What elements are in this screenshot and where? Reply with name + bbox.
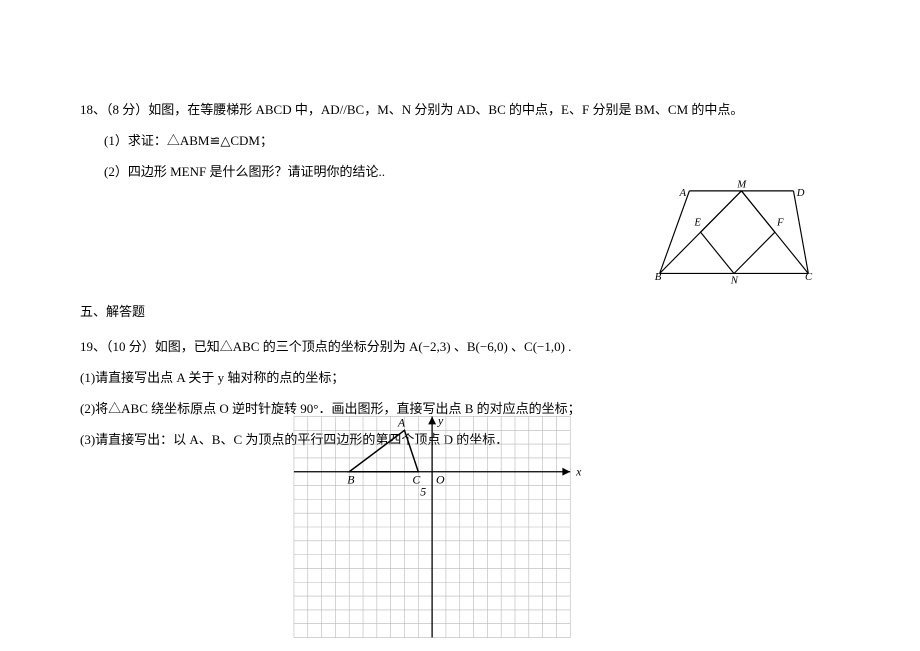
svg-text:C: C — [412, 473, 420, 487]
page-content: 18、（8 分）如图，在等腰梯形 ABCD 中，AD//BC，M、N 分别为 A… — [80, 100, 850, 460]
svg-text:F: F — [776, 217, 784, 229]
svg-text:A: A — [678, 187, 686, 199]
q19-intro: 19、（10 分）如图，已知△ABC 的三个顶点的坐标分别为 A(−2,3) 、… — [80, 337, 850, 358]
coordinate-grid-svg: y x O A B C5 — [290, 410, 590, 644]
svg-text:E: E — [693, 217, 701, 229]
section-5-title: 五、解答题 — [80, 302, 850, 323]
q18-part1: (1）求证：△ABM≌△CDM； — [80, 131, 850, 152]
svg-text:B: B — [347, 473, 354, 487]
svg-text:O: O — [436, 473, 445, 487]
svg-text:D: D — [796, 187, 805, 199]
svg-text:A: A — [397, 415, 406, 429]
svg-text:M: M — [736, 179, 747, 191]
svg-text:y: y — [437, 413, 444, 427]
q18-intro: 18、（8 分）如图，在等腰梯形 ABCD 中，AD//BC，M、N 分别为 A… — [80, 100, 850, 121]
svg-text:B: B — [655, 271, 662, 283]
svg-text:N: N — [730, 274, 739, 286]
svg-text:5: 5 — [420, 484, 426, 498]
grid-figure: y x O A B C5 — [290, 410, 590, 648]
svg-text:x: x — [575, 465, 582, 479]
q19-part1: (1)请直接写出点 A 关于 y 轴对称的点的坐标； — [80, 368, 850, 389]
trapezoid-figure: A M D B N C E F — [638, 176, 830, 294]
trapezoid-svg: A M D B N C E F — [638, 176, 830, 290]
svg-text:C: C — [805, 271, 813, 283]
